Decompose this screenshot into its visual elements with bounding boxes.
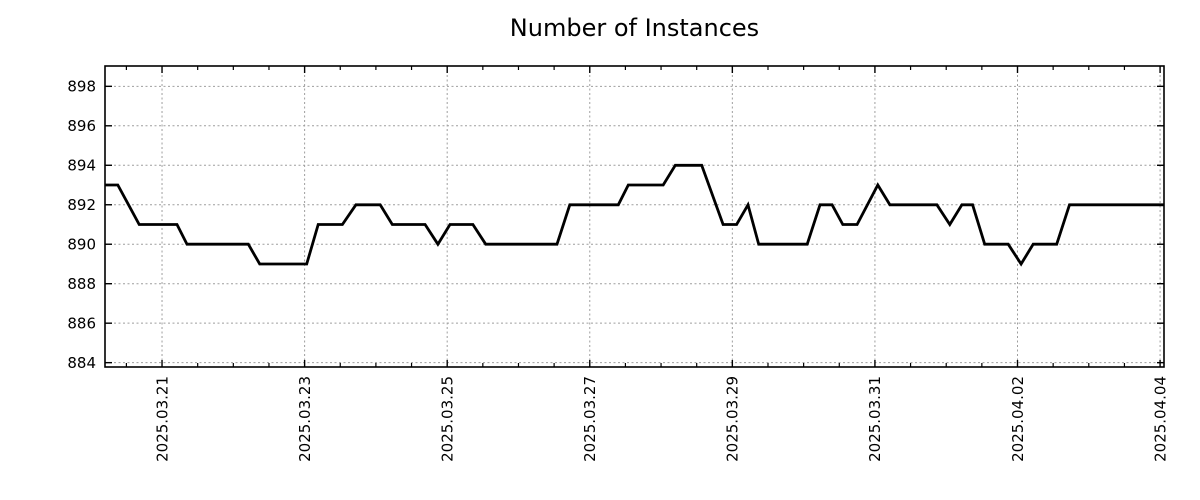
x-tick-label: 2025.03.31 xyxy=(866,376,884,462)
chart-title: Number of Instances xyxy=(509,14,760,42)
plot-border xyxy=(104,65,1165,368)
y-tick-label: 892 xyxy=(67,196,96,214)
x-tick-label: 2025.03.21 xyxy=(153,376,171,462)
y-tick-label: 890 xyxy=(67,235,96,253)
x-tick-label: 2025.04.04 xyxy=(1151,376,1169,462)
y-tick-label: 898 xyxy=(67,78,96,96)
x-tick-label: 2025.03.27 xyxy=(581,376,599,462)
y-tick-label: 894 xyxy=(67,157,96,175)
y-tick-label: 886 xyxy=(67,314,96,332)
series-line xyxy=(105,163,1164,267)
y-tick-label: 884 xyxy=(67,354,96,372)
x-tick-label: 2025.03.23 xyxy=(296,376,314,462)
y-tick-label: 888 xyxy=(67,275,96,293)
x-tick-label: 2025.03.29 xyxy=(724,376,742,462)
x-tick-label: 2025.03.25 xyxy=(438,376,456,462)
y-tick-label: 896 xyxy=(67,117,96,135)
x-tick-label: 2025.04.02 xyxy=(1009,376,1027,462)
